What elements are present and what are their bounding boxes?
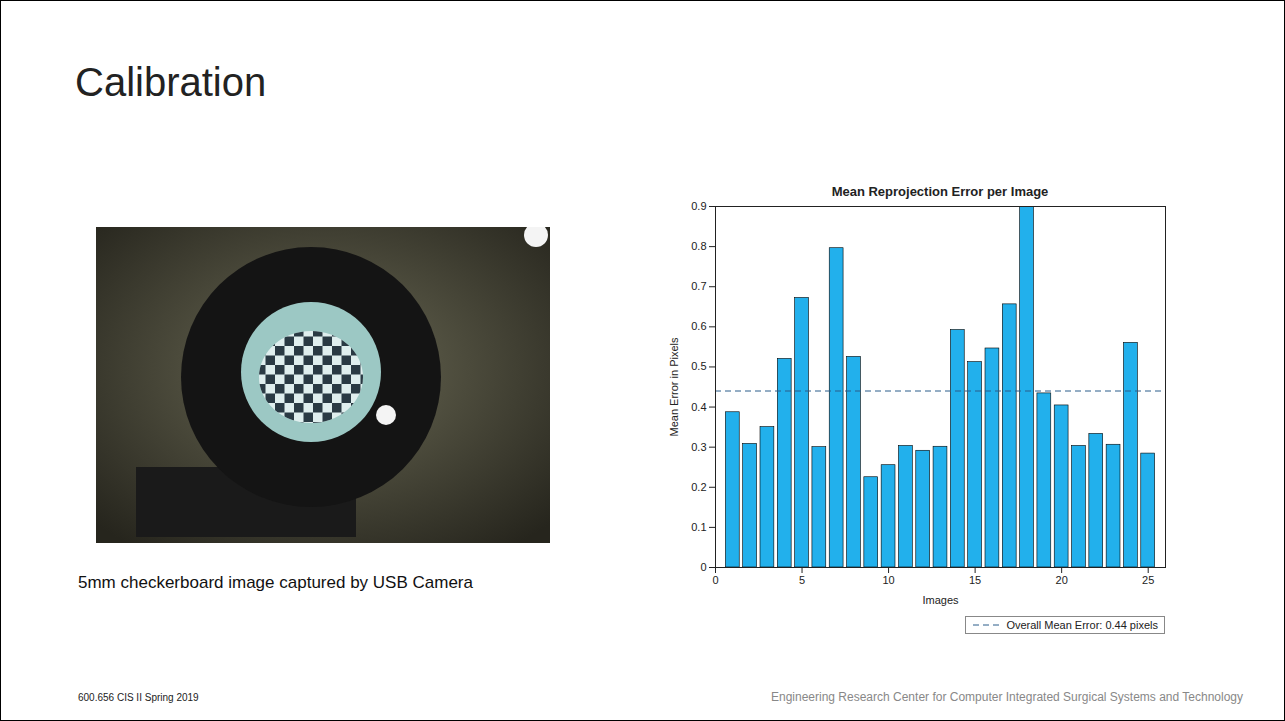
svg-text:Mean Error in Pixels: Mean Error in Pixels (668, 337, 680, 437)
svg-text:0.1: 0.1 (691, 521, 706, 533)
svg-text:0.2: 0.2 (691, 481, 706, 493)
html-text:Engineering Research Center fo: Engineering Research Center for Computer… (771, 690, 1243, 704)
svg-text:0: 0 (712, 574, 718, 586)
html-text:600.656 CIS II Spring 2019: 600.656 CIS II Spring 2019 (78, 692, 199, 703)
svg-text:0.4: 0.4 (691, 401, 706, 413)
svg-text:0.6: 0.6 (691, 320, 706, 332)
svg-text:10: 10 (882, 574, 894, 586)
svg-text:0.3: 0.3 (691, 441, 706, 453)
svg-text:0.7: 0.7 (691, 280, 706, 292)
svg-text:5: 5 (799, 574, 805, 586)
svg-text:0.5: 0.5 (691, 360, 706, 372)
html-text:Calibration: Calibration (75, 60, 267, 104)
svg-text:20: 20 (1056, 574, 1068, 586)
svg-text:0: 0 (700, 561, 706, 573)
html-text:5mm checkerboard image capture: 5mm checkerboard image captured by USB C… (78, 573, 473, 592)
svg-text:Images: Images (922, 594, 959, 606)
svg-text:0.8: 0.8 (691, 240, 706, 252)
svg-text:0.9: 0.9 (691, 200, 706, 212)
html-text:Mean Reprojection Error per Im: Mean Reprojection Error per Image (831, 184, 1049, 199)
html-text:Overall Mean Error: 0.44 pixel: Overall Mean Error: 0.44 pixels (1006, 619, 1158, 631)
svg-text:25: 25 (1142, 574, 1154, 586)
svg-text:15: 15 (969, 574, 981, 586)
